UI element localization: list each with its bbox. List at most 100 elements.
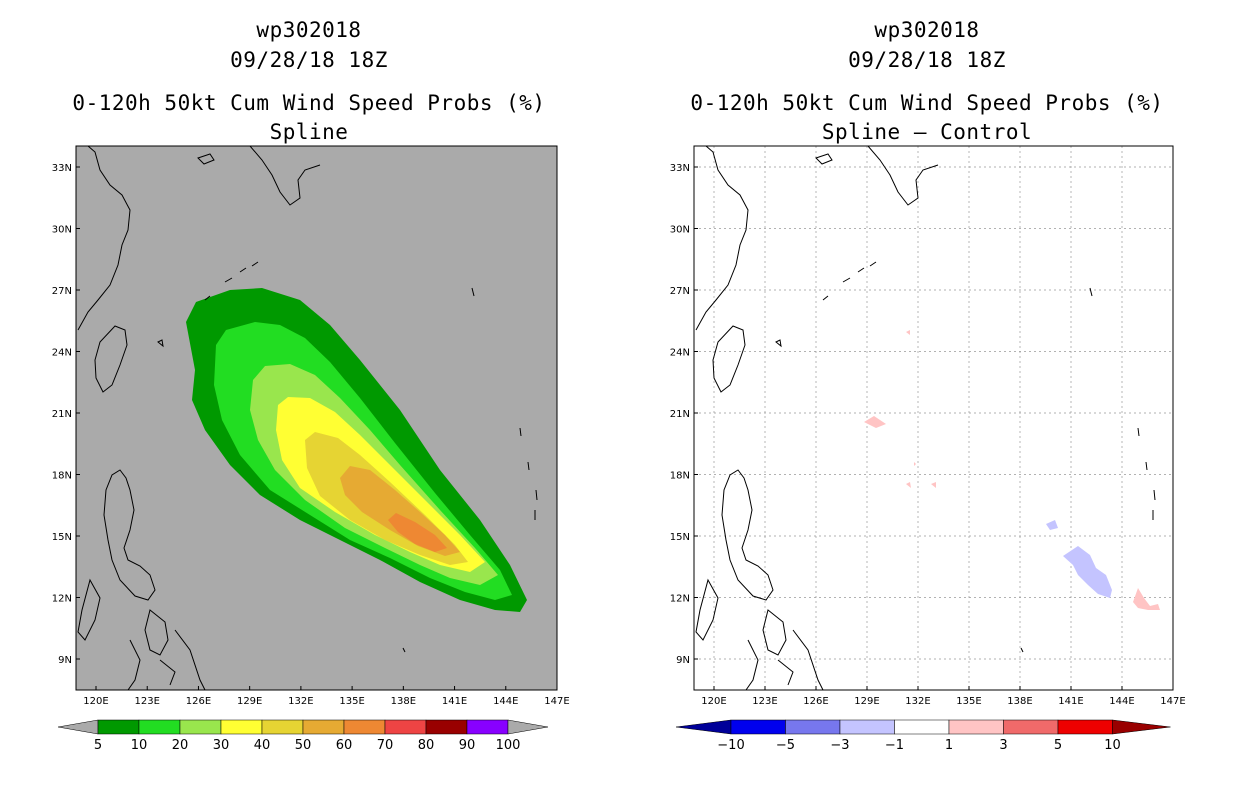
right-lon-label: 147E <box>1160 696 1185 707</box>
right-map-frame <box>693 145 1174 691</box>
left-colorbar-swatch <box>97 719 140 735</box>
right-lon-label: 138E <box>1007 696 1032 707</box>
ryukyu-islands-right <box>775 261 877 348</box>
right-map: 120E 123E 126E 129E 132E 135E 138E 141E 144E 147E… <box>670 145 1186 707</box>
right-colorbar-max-arrow <box>1112 719 1171 735</box>
left-colorbar-label: 50 <box>295 738 312 752</box>
left-map-frame <box>75 145 558 691</box>
left-colorbar-swatch <box>425 719 468 735</box>
taiwan-coast <box>94 325 128 393</box>
left-colorbar-label: 5 <box>94 738 102 752</box>
left-colorbar-max-arrow <box>507 719 549 735</box>
left-lat-label: 12N <box>52 594 72 605</box>
luzon-coast <box>103 469 156 601</box>
left-lat-label: 9N <box>58 655 72 666</box>
right-colorbar-label: 3 <box>999 738 1007 752</box>
right-axis-labels: 120E 123E 126E 129E 132E 135E 138E 141E 144E 147E… <box>670 163 1186 707</box>
right-lon-label: 135E <box>956 696 981 707</box>
pacific-islands <box>402 287 538 653</box>
right-coastlines <box>695 146 1156 690</box>
right-lat-label: 21N <box>670 409 690 420</box>
right-colorbar-label: 1 <box>945 738 953 752</box>
right-colorbar-swatch <box>785 719 841 735</box>
difference-contours <box>864 330 1160 610</box>
left-colorbar-label: 90 <box>459 738 476 752</box>
diff-neg-patch-1 <box>1046 520 1058 530</box>
pacific-islands-right <box>1020 287 1156 653</box>
left-lon-label: 129E <box>237 696 262 707</box>
right-lon-label: 123E <box>752 696 777 707</box>
right-colorbar-label: −5 <box>776 738 795 752</box>
japan-coast-right <box>815 146 939 206</box>
china-coast <box>77 146 131 331</box>
right-title-method: Spline – Control <box>821 120 1033 144</box>
left-title-datetime: 09/28/18 18Z <box>230 48 388 72</box>
ryukyu-islands <box>157 261 259 348</box>
right-map-background <box>694 146 1173 690</box>
probability-contours <box>186 288 527 612</box>
left-axis-labels: 120E 123E 126E 129E 132E 135E 138E 141E 144E 147E… <box>52 163 570 707</box>
left-colorbar-swatch <box>179 719 222 735</box>
right-colorbar-label: 10 <box>1104 738 1121 752</box>
right-colorbar-swatch <box>894 719 950 735</box>
right-title-product: 0-120h 50kt Cum Wind Speed Probs (%) <box>690 91 1164 115</box>
right-colorbar-label: 5 <box>1054 738 1062 752</box>
japan-coast <box>197 146 321 206</box>
left-colorbar-label: 40 <box>254 738 271 752</box>
left-colorbar-label: 30 <box>213 738 230 752</box>
right-lon-label: 126E <box>803 696 828 707</box>
right-colorbar: −10 −5 −3 −1 1 3 5 10 <box>675 719 1171 752</box>
left-colorbar-swatch <box>343 719 386 735</box>
left-colorbar-swatch <box>384 719 427 735</box>
left-colorbar-label: 80 <box>418 738 435 752</box>
right-lon-label: 144E <box>1109 696 1134 707</box>
left-lat-label: 27N <box>52 286 72 297</box>
left-colorbar-label: 10 <box>131 738 148 752</box>
right-colorbar-min-arrow <box>675 719 732 735</box>
philippines-coast-right <box>695 578 824 690</box>
right-lat-label: 30N <box>670 225 690 236</box>
right-colorbar-label: −1 <box>885 738 904 752</box>
left-lat-label: 18N <box>52 471 72 482</box>
diff-pos-patch-3 <box>906 462 936 488</box>
left-colorbar-swatch <box>220 719 263 735</box>
right-lon-label: 129E <box>854 696 879 707</box>
right-colorbar-label: −10 <box>717 738 744 752</box>
left-lon-label: 135E <box>339 696 364 707</box>
china-coast-right <box>695 146 749 331</box>
right-colorbar-swatch <box>948 719 1004 735</box>
left-lon-label: 147E <box>544 696 569 707</box>
left-lat-label: 21N <box>52 409 72 420</box>
diff-pos-patch-2 <box>906 330 910 335</box>
right-lat-label: 33N <box>670 163 690 174</box>
right-lon-label: 132E <box>905 696 930 707</box>
diff-pos-patch-4 <box>1133 588 1160 610</box>
left-map: 120E 123E 126E 129E 132E 135E 138E 141E 144E 147E… <box>52 145 570 707</box>
left-colorbar-swatch <box>466 719 509 735</box>
left-colorbar-label: 20 <box>172 738 189 752</box>
right-colorbar-swatch <box>1057 719 1113 735</box>
right-lat-label: 18N <box>670 471 690 482</box>
right-lon-label: 120E <box>701 696 726 707</box>
right-title-datetime: 09/28/18 18Z <box>848 48 1006 72</box>
right-lat-label: 12N <box>670 594 690 605</box>
left-colorbar-swatch <box>261 719 304 735</box>
right-colorbar-swatch <box>839 719 895 735</box>
left-lon-label: 144E <box>493 696 518 707</box>
left-lat-label: 15N <box>52 532 72 543</box>
left-panel: wp302018 09/28/18 18Z 0-120h 50kt Cum Wi… <box>52 18 570 752</box>
left-title-method: Spline <box>269 120 349 144</box>
right-lat-label: 27N <box>670 286 690 297</box>
left-lon-label: 132E <box>288 696 313 707</box>
right-title-storm-id: wp302018 <box>874 18 980 42</box>
right-colorbar-label: −3 <box>830 738 849 752</box>
right-lat-label: 15N <box>670 532 690 543</box>
left-lon-label: 141E <box>442 696 467 707</box>
right-panel: wp302018 09/28/18 18Z 0-120h 50kt Cum Wi… <box>618 0 1236 800</box>
left-lon-label: 126E <box>186 696 211 707</box>
diff-pos-patch-1 <box>864 416 886 428</box>
right-colorbar-swatch <box>1003 719 1059 735</box>
right-gridlines <box>694 146 1173 690</box>
philippines-coast <box>77 578 206 690</box>
left-colorbar-label: 100 <box>496 738 521 752</box>
